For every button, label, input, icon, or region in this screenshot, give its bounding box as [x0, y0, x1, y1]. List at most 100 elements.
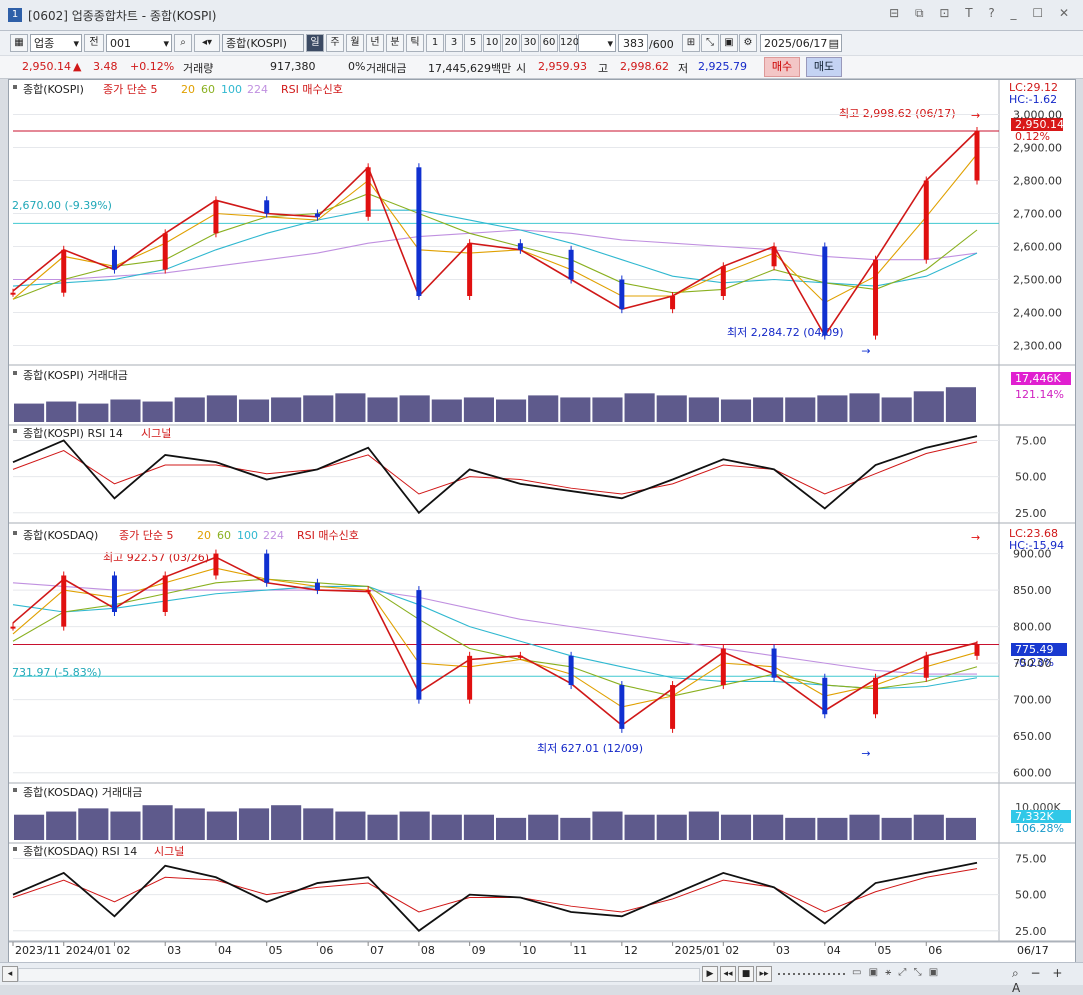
rewind-icon[interactable]: ◂◂	[720, 966, 736, 982]
kospi-rsi-signal-legend: 시그널	[141, 427, 171, 440]
indicator-icon[interactable]: ⊞	[682, 34, 700, 52]
sell-button[interactable]: 매도	[806, 57, 842, 77]
volume-bar	[238, 399, 270, 422]
volume-bar	[335, 811, 366, 840]
calendar-icon[interactable]: ▤	[828, 37, 839, 50]
candle	[619, 685, 625, 729]
ma-line-1	[12, 556, 978, 727]
window-controls[interactable]: ⊟ ⧉ ⊡ T ? _ ☐ ✕	[889, 6, 1075, 20]
interval-button-20[interactable]: 20	[502, 34, 520, 52]
interval-button-3[interactable]: 3	[445, 34, 463, 52]
scroll-left-icon[interactable]: ◂	[2, 966, 18, 982]
kospi-price-legend: 종합(KOSPI) 종가 단순 5 20 60 100 224 RSI 매수신호	[13, 83, 343, 96]
candle	[10, 292, 16, 295]
x-tick-label: 05	[878, 944, 892, 957]
candle	[416, 167, 422, 296]
play-icon[interactable]: ▶	[702, 966, 718, 982]
trend-tool-icon[interactable]: ⤡	[701, 34, 719, 52]
scroll-track[interactable]	[18, 968, 700, 982]
y-tick-label: 75.00	[1015, 434, 1047, 447]
prev-button[interactable]: 전	[84, 34, 104, 52]
ma-line-5	[13, 229, 978, 281]
forward-icon[interactable]: ▸▸	[756, 966, 772, 982]
y-tick-label: 2,700.00	[1013, 208, 1062, 221]
x-tick-label: 03	[167, 944, 181, 957]
interval-custom-input[interactable]: ▾	[578, 34, 616, 52]
count-input[interactable]: 383	[618, 34, 648, 52]
zoom-slider[interactable]	[778, 973, 848, 975]
y-tick-label: 850.00	[1013, 584, 1052, 597]
speaker-icon[interactable]: ◂▾	[194, 34, 220, 52]
volume-bar	[881, 397, 912, 422]
x-tick-label: 10	[522, 944, 536, 957]
candle	[264, 553, 270, 583]
candle	[365, 167, 371, 217]
market-select[interactable]: 업종 ▾	[30, 34, 82, 52]
y-tick-label: 2,800.00	[1013, 175, 1062, 188]
rsi-line	[12, 861, 978, 932]
window-number: 1	[8, 8, 22, 22]
kosdaq-high-note: 최고 922.57 (03/26)	[103, 551, 209, 564]
volume-bar	[945, 817, 976, 840]
drawing-tools-icon[interactable]: ▭ ▣ ⚹ ⤢ ⤡ ▣	[852, 967, 941, 978]
y-tick-label: 900.00	[1013, 548, 1052, 561]
volume-bar	[367, 814, 398, 840]
kosdaq-current-tag-text: 775.49	[1015, 643, 1054, 656]
amount-label: 거래대금	[366, 62, 407, 75]
gear-icon[interactable]: ⚙	[739, 34, 757, 52]
interval-button-30[interactable]: 30	[521, 34, 539, 52]
volume-bar	[720, 814, 752, 840]
candle	[822, 246, 828, 336]
layout-icon[interactable]: ▦	[10, 34, 28, 52]
chart-canvas[interactable]: 종합(KOSPI) 종가 단순 5 20 60 100 224 RSI 매수신호…	[9, 80, 1075, 962]
interval-button-60[interactable]: 60	[540, 34, 558, 52]
candle	[213, 200, 219, 234]
volume-bar	[496, 399, 527, 422]
kospi-legend-ma224: 224	[247, 83, 268, 96]
interval-button-5[interactable]: 5	[464, 34, 482, 52]
volume-bar	[881, 817, 912, 840]
chart-area[interactable]: 종합(KOSPI) 종가 단순 5 20 60 100 224 RSI 매수신호…	[8, 79, 1076, 963]
stop-icon[interactable]: ■	[738, 966, 754, 982]
volume-bar	[592, 811, 623, 840]
candle	[365, 590, 371, 593]
zoom-controls-icon[interactable]: ⌕ − + A	[1012, 966, 1067, 995]
window-titlebar: 1 [0602] 업종종합차트 - 종합(KOSPI) ⊟ ⧉ ⊡ T ? _ …	[0, 0, 1083, 31]
period-button-1[interactable]: 주	[326, 34, 344, 52]
chevron-down-icon: ▾	[607, 37, 613, 50]
kosdaq-amount-tag-text: 7,332K	[1015, 810, 1054, 823]
volume-bar	[656, 814, 687, 840]
kospi-high-note: 최고 2,998.62 (06/17)	[839, 107, 956, 120]
kospi_rsi-lines: 75.00 50.00 25.00	[12, 434, 1047, 520]
search-icon[interactable]: ⌕	[174, 34, 192, 52]
volume-bar	[753, 397, 784, 422]
interval-button-1[interactable]: 1	[426, 34, 444, 52]
volume-bar	[431, 814, 462, 840]
kospi-legend-ma100: 100	[221, 83, 242, 96]
buy-button[interactable]: 매수	[764, 57, 800, 77]
y-tick-label: 75.00	[1015, 852, 1047, 865]
period-button-4[interactable]: 분	[386, 34, 404, 52]
x-tick-label: 07	[370, 944, 384, 957]
volume-bar	[174, 397, 205, 422]
volume-pct: 0%	[348, 60, 366, 73]
candle	[923, 655, 929, 678]
interval-button-10[interactable]: 10	[483, 34, 501, 52]
volume-bar	[913, 814, 944, 840]
y-tick-label: 2,500.00	[1013, 274, 1062, 287]
date-input[interactable]: 2025/06/17 ▤	[760, 34, 842, 52]
period-button-5[interactable]: 틱	[406, 34, 424, 52]
volume-bar	[303, 395, 334, 422]
x-tick-label: 04	[218, 944, 232, 957]
period-button-3[interactable]: 년	[366, 34, 384, 52]
ma-line-2	[12, 567, 978, 708]
save-icon[interactable]: ▣	[720, 34, 738, 52]
y-tick-label: 3,000.00	[1013, 109, 1062, 122]
interval-button-120[interactable]: 120	[559, 34, 579, 52]
x-tick-label: 09	[472, 944, 486, 957]
kospi-lc: LC:29.12	[1009, 81, 1058, 94]
period-button-0[interactable]: 일	[306, 34, 324, 52]
code-input[interactable]: 001 ▾	[106, 34, 172, 52]
candle	[61, 249, 67, 293]
period-button-2[interactable]: 월	[346, 34, 364, 52]
